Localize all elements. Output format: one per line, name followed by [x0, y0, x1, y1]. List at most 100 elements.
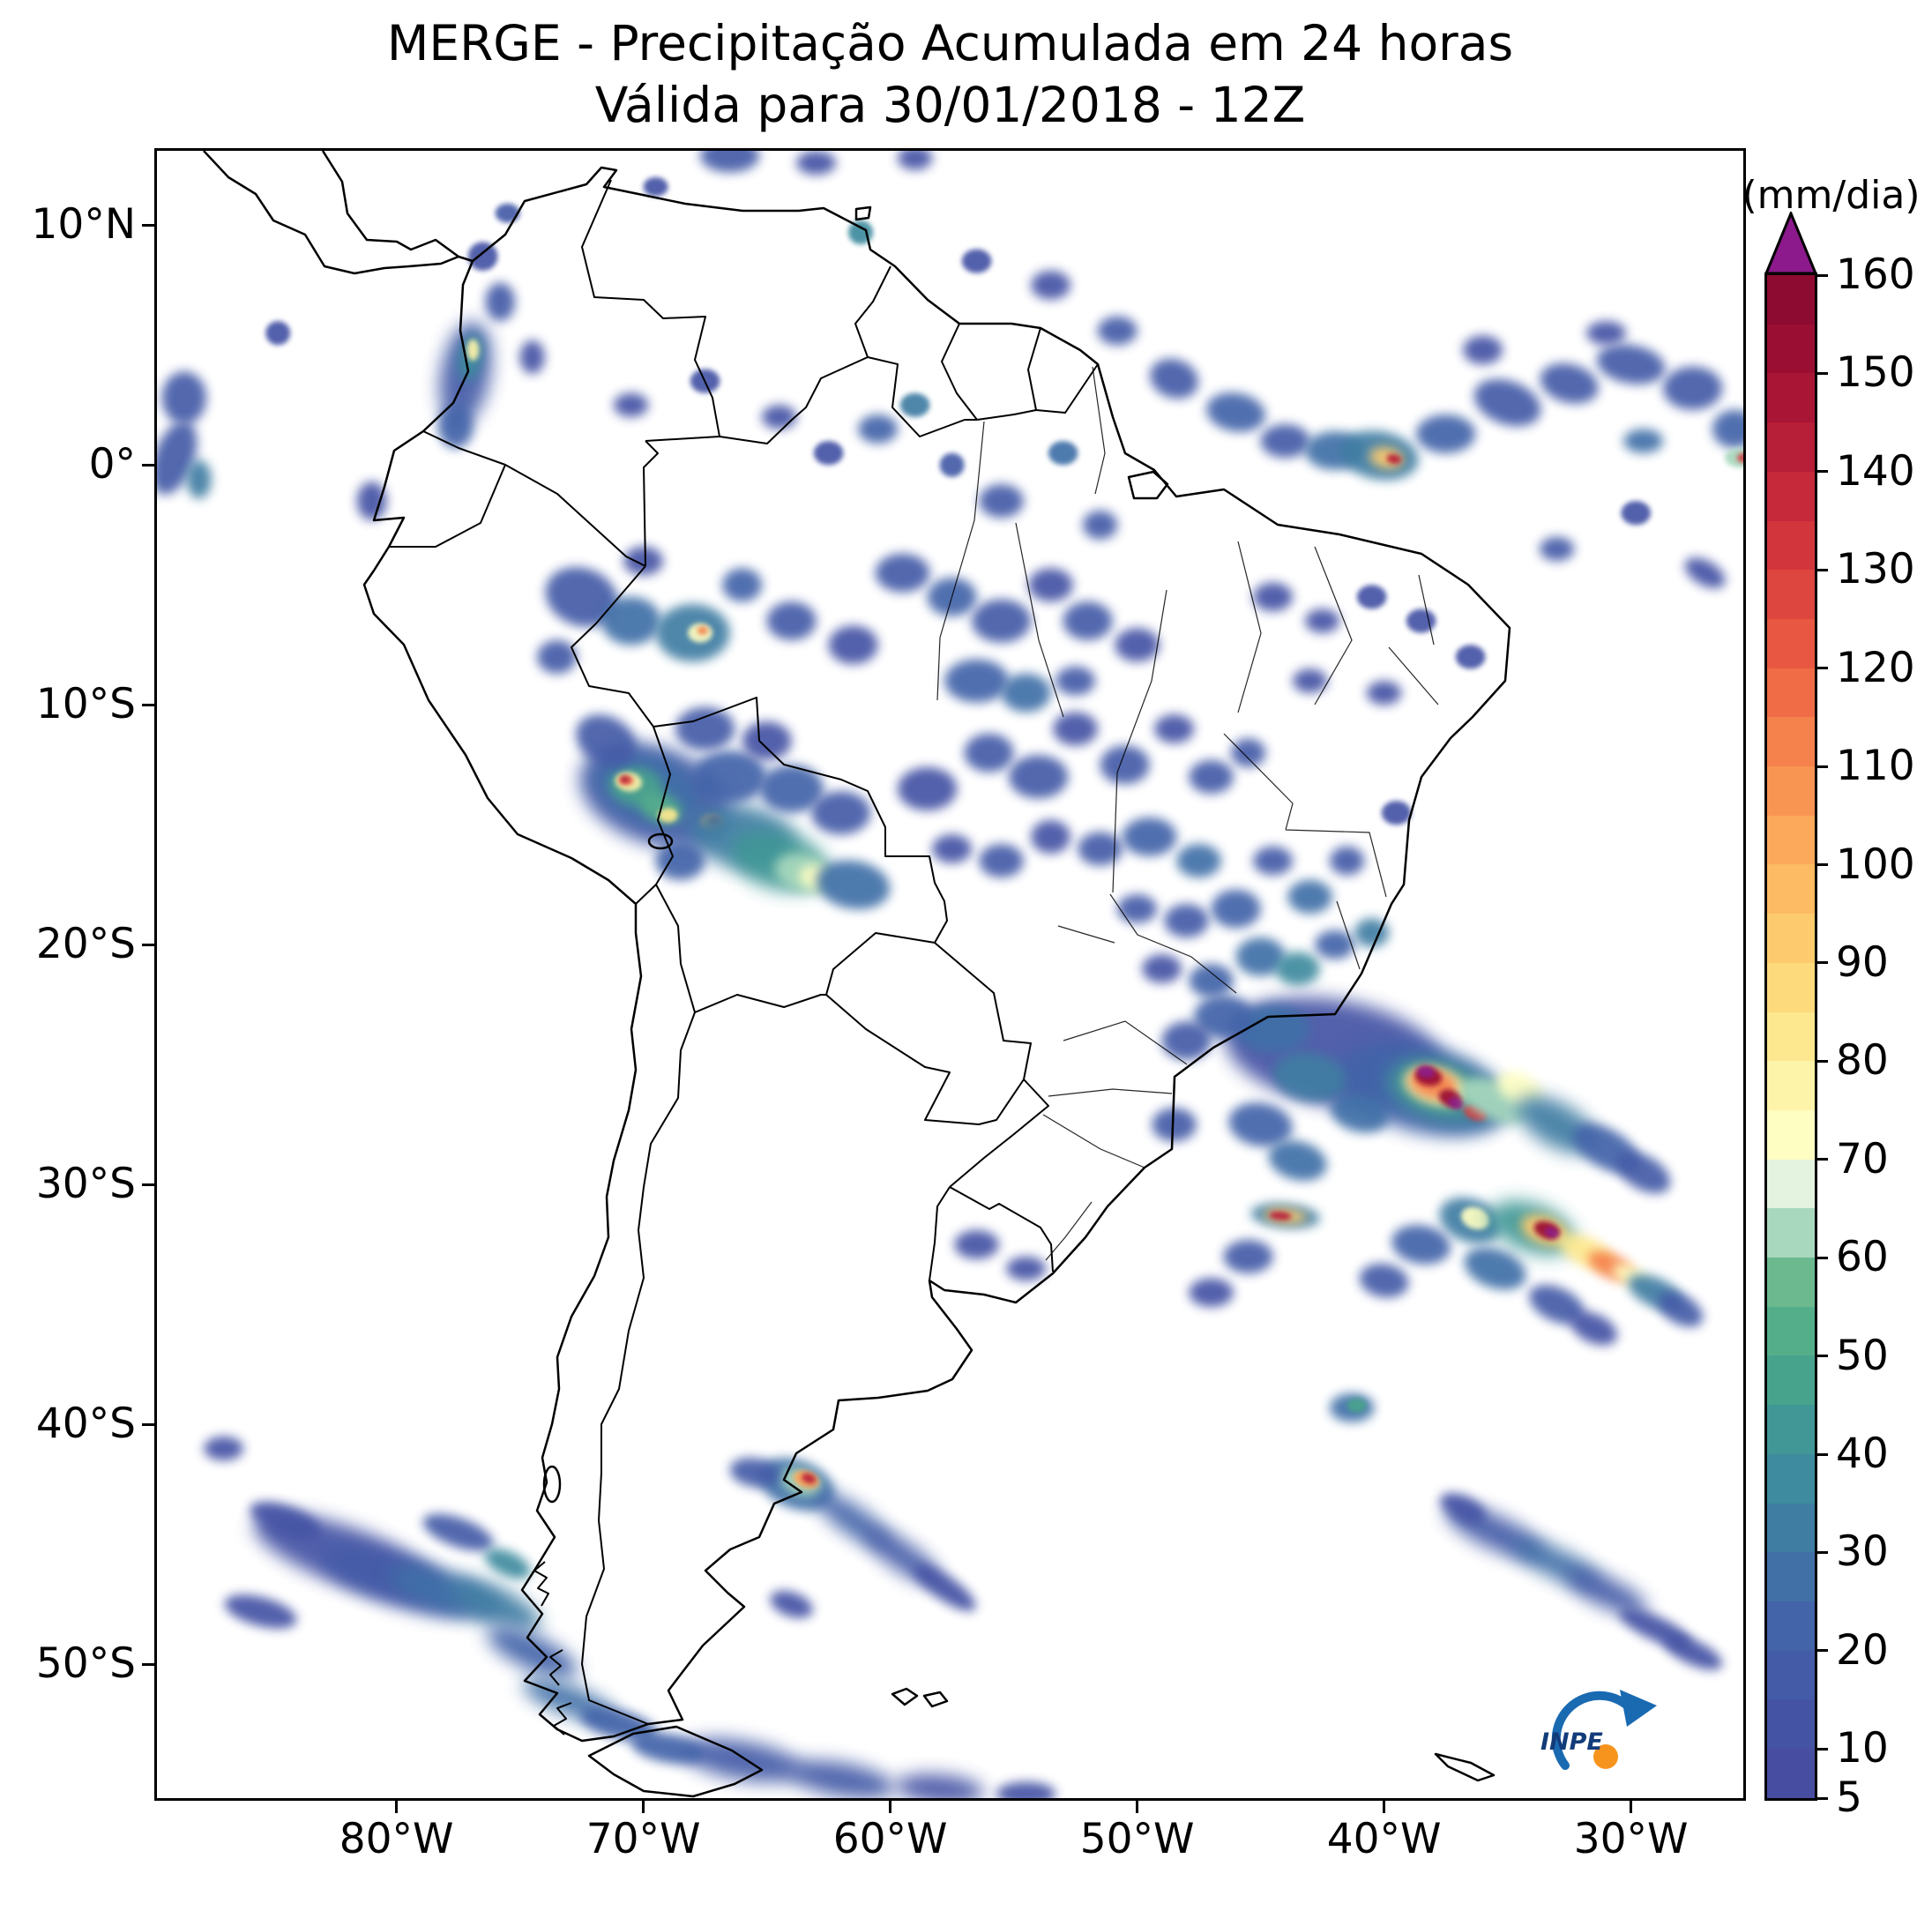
colorbar-tick-label: 30: [1836, 1527, 1889, 1577]
precip-blob: [1586, 321, 1626, 346]
y-tick-label: 40°S: [35, 1400, 136, 1449]
colorbar-tick-label: 130: [1836, 545, 1915, 594]
precip-blob: [1386, 453, 1402, 465]
precip-blob: [621, 776, 630, 782]
colorbar-segment: [1767, 717, 1815, 767]
precip-blob: [1544, 1227, 1560, 1238]
precip-blob: [729, 1457, 780, 1488]
x-tick-label: 60°W: [832, 1815, 948, 1863]
precip-blob: [1206, 392, 1265, 432]
precip-blob: [601, 596, 661, 646]
precip-blob: [537, 639, 577, 674]
x-tick-label: 50°W: [1079, 1815, 1195, 1863]
colorbar-tick-mark: [1816, 1747, 1828, 1751]
precip-blob: [655, 841, 705, 880]
precip-blob: [623, 546, 663, 576]
precip-blob: [1354, 918, 1390, 947]
trinidad-island: [854, 205, 872, 221]
precip-blob: [796, 151, 836, 175]
y-tick-label: 10°N: [31, 200, 136, 250]
precip-blob: [1356, 585, 1387, 609]
colorbar-segment: [1767, 1552, 1815, 1601]
precip-blob: [1142, 954, 1182, 983]
logo-orange-dot: [1593, 1744, 1618, 1769]
precip-blob: [944, 659, 1009, 703]
precip-blob: [895, 1773, 984, 1798]
y-tick-label: 20°S: [35, 920, 136, 969]
precip-blob: [1473, 378, 1541, 427]
y-tick-mark: [142, 1183, 154, 1186]
south-america-coastline: [362, 166, 1511, 1743]
precipitation-field: [157, 151, 1743, 1798]
precip-blob: [467, 242, 498, 271]
precip-blob: [1235, 937, 1286, 976]
colorbar-tick-label: 5: [1836, 1773, 1862, 1822]
colorbar-tick-mark: [1816, 765, 1828, 768]
precip-blob: [1268, 1140, 1327, 1181]
colorbar-segment: [1767, 570, 1815, 619]
colorbar-unit-label: (mm/dia): [1742, 173, 1921, 218]
colorbar-tick-label: 90: [1836, 937, 1889, 987]
y-tick-label: 0°: [88, 440, 136, 489]
colorbar-segment: [1767, 864, 1815, 914]
precip-blob: [1684, 557, 1726, 588]
precip-blob: [450, 1579, 541, 1631]
precip-blob: [1122, 817, 1177, 856]
precip-blob: [1269, 1211, 1292, 1221]
precip-blob: [576, 714, 637, 767]
lake-titicaca: [647, 832, 674, 850]
colorbar-segment: [1767, 1011, 1815, 1062]
coastlines: [203, 151, 1511, 1798]
precip-blob: [811, 791, 871, 835]
precip-blob: [1464, 1247, 1526, 1290]
precip-blob: [1189, 759, 1234, 794]
colorbar-segment: [1767, 520, 1815, 571]
state-borders: [936, 366, 1439, 1261]
precip-blob: [1048, 441, 1078, 466]
colorbar-segment: [1767, 1109, 1815, 1160]
y-tick-label: 30°S: [35, 1160, 136, 1209]
precip-blob: [1053, 712, 1098, 746]
precip-blob: [487, 1626, 578, 1678]
y-tick-label: 50°S: [35, 1639, 136, 1689]
colorbar-segment: [1767, 962, 1815, 1012]
precip-blob: [1712, 409, 1743, 449]
colorbar-tick-label: 50: [1836, 1331, 1889, 1380]
country-borders: [389, 179, 1099, 1725]
precip-blob: [1455, 645, 1486, 669]
precip-blob: [1381, 801, 1412, 825]
precip-blob: [1006, 1256, 1046, 1281]
precip-blob: [722, 568, 762, 602]
colorbar-segment: [1767, 1306, 1815, 1356]
colorbar-segment: [1767, 1650, 1815, 1700]
precip-blob: [1152, 1108, 1197, 1142]
x-tick-mark: [1383, 1801, 1386, 1813]
precip-blob: [157, 421, 198, 495]
colorbar-segment: [1767, 1749, 1815, 1798]
marajo-island: [1127, 470, 1169, 500]
precip-blob: [1211, 889, 1261, 929]
precip-blob: [1315, 930, 1354, 959]
x-tick-label: 30°W: [1573, 1815, 1689, 1863]
precip-blob: [658, 808, 678, 823]
colorbar-segments: [1764, 272, 1817, 1801]
map-canvas: INPE: [157, 151, 1743, 1798]
precip-blob: [1078, 832, 1123, 866]
precip-blob: [932, 834, 972, 863]
state-border-lines: [936, 366, 1439, 1261]
inpe-logo: INPE: [1540, 1690, 1657, 1770]
colorbar-extend-arrow: [1764, 212, 1817, 275]
precip-blob: [961, 249, 992, 273]
precip-blob: [1540, 536, 1575, 562]
precip-blob: [1565, 1569, 1647, 1616]
precip-blob: [1460, 1206, 1490, 1230]
precip-blob: [802, 1473, 817, 1484]
logo-arrow-icon: [1620, 1690, 1657, 1727]
precip-blob: [485, 282, 515, 322]
precip-blob: [759, 765, 824, 813]
precip-blob: [1440, 1493, 1487, 1524]
y-tick-mark: [142, 703, 154, 706]
colorbar-segment: [1767, 914, 1815, 963]
precip-blob: [858, 414, 898, 444]
colorbar-segment: [1767, 422, 1815, 472]
